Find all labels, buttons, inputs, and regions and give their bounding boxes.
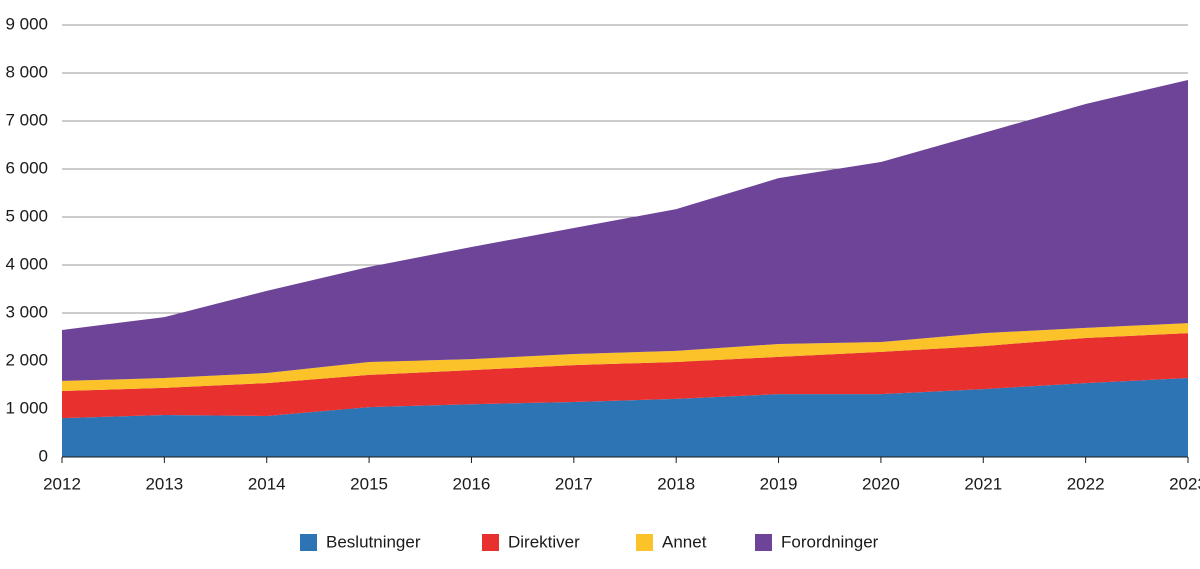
legend-label: Beslutninger [326, 532, 421, 551]
x-tick-label: 2023 [1169, 474, 1200, 493]
area [62, 333, 1188, 419]
y-tick-label: 2 000 [5, 350, 48, 369]
y-tick-label: 3 000 [5, 302, 48, 321]
x-tick-label: 2021 [964, 474, 1002, 493]
x-tick-label: 2022 [1067, 474, 1105, 493]
area [62, 378, 1188, 457]
y-tick-label: 8 000 [5, 62, 48, 81]
y-tick-label: 5 000 [5, 206, 48, 225]
x-tick-label: 2013 [145, 474, 183, 493]
area [62, 79, 1188, 381]
legend-swatch [300, 534, 317, 551]
x-tick-label: 2014 [248, 474, 286, 493]
x-tick-label: 2018 [657, 474, 695, 493]
y-tick-label: 4 000 [5, 254, 48, 273]
x-tick-label: 2015 [350, 474, 388, 493]
y-tick-label: 0 [39, 446, 48, 465]
y-tick-label: 7 000 [5, 110, 48, 129]
legend-label: Forordninger [781, 532, 879, 551]
x-tick-label: 2012 [43, 474, 81, 493]
y-tick-label: 1 000 [5, 398, 48, 417]
y-tick-label: 9 000 [5, 14, 48, 33]
legend-swatch [482, 534, 499, 551]
y-tick-label: 6 000 [5, 158, 48, 177]
legend-label: Annet [662, 532, 707, 551]
x-tick-label: 2019 [760, 474, 798, 493]
x-tick-label: 2016 [453, 474, 491, 493]
legend-swatch [636, 534, 653, 551]
area [62, 323, 1188, 391]
legend-label: Direktiver [508, 532, 580, 551]
x-tick-label: 2017 [555, 474, 593, 493]
x-tick-label: 2020 [862, 474, 900, 493]
legend-swatch [755, 534, 772, 551]
